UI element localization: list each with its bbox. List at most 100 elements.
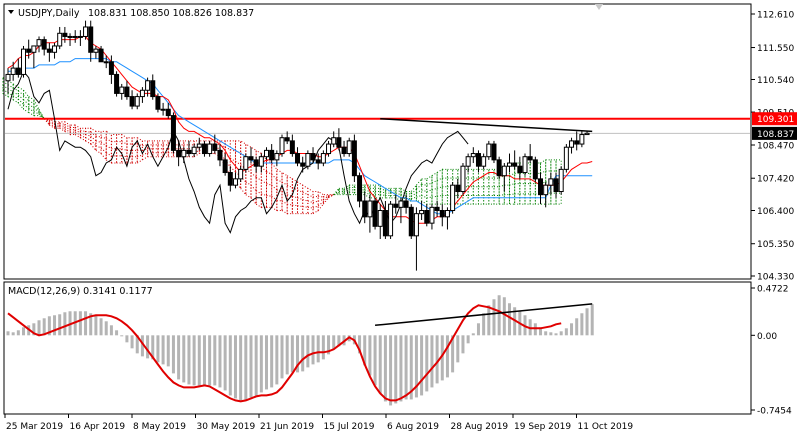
- kumo-hatch: [250, 184, 257, 192]
- price-tick-label: 104.330: [757, 273, 794, 283]
- kumo-hatch: [33, 111, 40, 115]
- macd-histogram-bar: [63, 312, 67, 336]
- macd-histogram-bar: [316, 335, 320, 363]
- candle-body-down: [170, 115, 176, 151]
- macd-histogram-bar: [135, 335, 139, 354]
- kumo-hatch: [18, 94, 24, 101]
- candle: [108, 55, 114, 84]
- candle: [522, 153, 528, 176]
- kumo-hatch: [266, 183, 272, 186]
- macd-histogram-bar: [218, 335, 222, 388]
- kumo-hatch: [38, 112, 45, 120]
- macd-histogram-bar: [420, 335, 424, 396]
- macd-histogram-bar: [32, 323, 36, 336]
- kumo-hatch: [2, 89, 9, 94]
- macd-histogram-bar: [22, 327, 26, 336]
- kumo-hatch: [323, 194, 329, 198]
- macd-histogram-bar: [228, 335, 232, 396]
- kumo-hatch: [281, 200, 288, 205]
- kumo-hatch: [219, 148, 226, 154]
- macd-histogram-bar: [492, 299, 496, 336]
- kumo-hatch: [95, 135, 102, 138]
- candle: [408, 204, 414, 239]
- kumo-hatch: [498, 175, 505, 179]
- kumo-bear-segment: [54, 121, 61, 129]
- kumo-bull-segment: [379, 184, 386, 199]
- kumo-hatch: [323, 195, 329, 200]
- kumo-bear-segment: [147, 140, 154, 158]
- kumo-hatch: [260, 166, 267, 173]
- kumo-hatch: [328, 194, 334, 196]
- candle-body-up: [563, 146, 569, 170]
- kumo-bear-segment: [266, 158, 273, 208]
- candle: [57, 26, 63, 50]
- candle: [10, 61, 16, 81]
- macd-histogram-bar: [507, 303, 511, 336]
- kumo-hatch: [266, 194, 272, 197]
- candle-body-down: [532, 159, 538, 180]
- macd-trendline[interactable]: [374, 303, 593, 327]
- candle-body-down: [289, 140, 295, 155]
- candle-body-down: [201, 143, 207, 155]
- macd-histogram-bar: [89, 313, 93, 336]
- candle: [475, 150, 481, 173]
- time-tick-label: 11 Oct 2019: [578, 422, 634, 432]
- macd-histogram-bar: [270, 335, 274, 388]
- kumo-hatch: [509, 193, 515, 196]
- candle-body-down: [129, 96, 135, 107]
- candle: [336, 128, 342, 151]
- candle-body-down: [114, 73, 120, 94]
- candle-body-up: [584, 132, 590, 136]
- macd-histogram-bar: [564, 328, 568, 336]
- macd-histogram-bar: [192, 335, 196, 386]
- macd-histogram-bar: [290, 335, 294, 373]
- time-tick-label: 25 Mar 2019: [6, 422, 63, 432]
- kumo-bull-segment: [390, 187, 397, 199]
- candle-body-up: [346, 140, 352, 155]
- candle-body-up: [486, 143, 492, 158]
- candle-body-up: [444, 210, 450, 218]
- candle-body-down: [150, 80, 156, 98]
- macd-readout: MACD(12,26,9) 0.3141 0.1177: [8, 286, 153, 297]
- kumo-hatch: [416, 189, 422, 194]
- macd-histogram-bar: [223, 335, 227, 391]
- kumo-hatch: [142, 152, 148, 156]
- kumo-hatch: [364, 189, 371, 192]
- kumo-hatch: [431, 195, 438, 198]
- candle: [52, 42, 58, 59]
- time-tick-label: 16 Apr 2019: [70, 422, 126, 432]
- kumo-hatch: [292, 187, 298, 191]
- kumo-bear-segment: [167, 140, 174, 158]
- kumo-hatch: [100, 142, 107, 147]
- candle: [31, 45, 37, 69]
- dropdown-triangle-icon[interactable]: [8, 10, 14, 14]
- kumo-hatch: [95, 140, 102, 143]
- macd-histogram-bar: [435, 335, 439, 384]
- candle: [388, 201, 394, 239]
- macd-histogram-bar: [187, 335, 191, 385]
- kumo-bull-segment: [374, 184, 381, 199]
- kumo-hatch: [43, 118, 50, 123]
- kumo-hatch: [317, 201, 324, 207]
- candle: [248, 147, 254, 164]
- candle-body-down: [382, 210, 388, 237]
- kijun-sen-line: [8, 58, 593, 215]
- kumo-hatch: [245, 181, 252, 186]
- chart-shift-triangle-icon[interactable]: [595, 4, 603, 10]
- kumo-hatch: [328, 194, 334, 198]
- kumo-hatch: [323, 196, 329, 203]
- candle-body-down: [269, 149, 275, 161]
- price-trendline[interactable]: [380, 117, 593, 133]
- candle-body-up: [196, 143, 202, 148]
- kumo-hatch: [333, 192, 340, 196]
- candle-body-up: [367, 200, 373, 218]
- macd-histogram-bar: [440, 335, 444, 381]
- candle-body-up: [450, 184, 456, 211]
- kumo-hatch: [38, 113, 45, 120]
- kumo-bull-segment: [338, 187, 345, 196]
- kumo-bear-segment: [183, 140, 190, 158]
- symbol-label: USDJPY,Daily: [18, 8, 80, 19]
- candle-body-up: [160, 108, 166, 111]
- macd-histogram-bar: [11, 332, 15, 336]
- candle-body-up: [134, 96, 140, 107]
